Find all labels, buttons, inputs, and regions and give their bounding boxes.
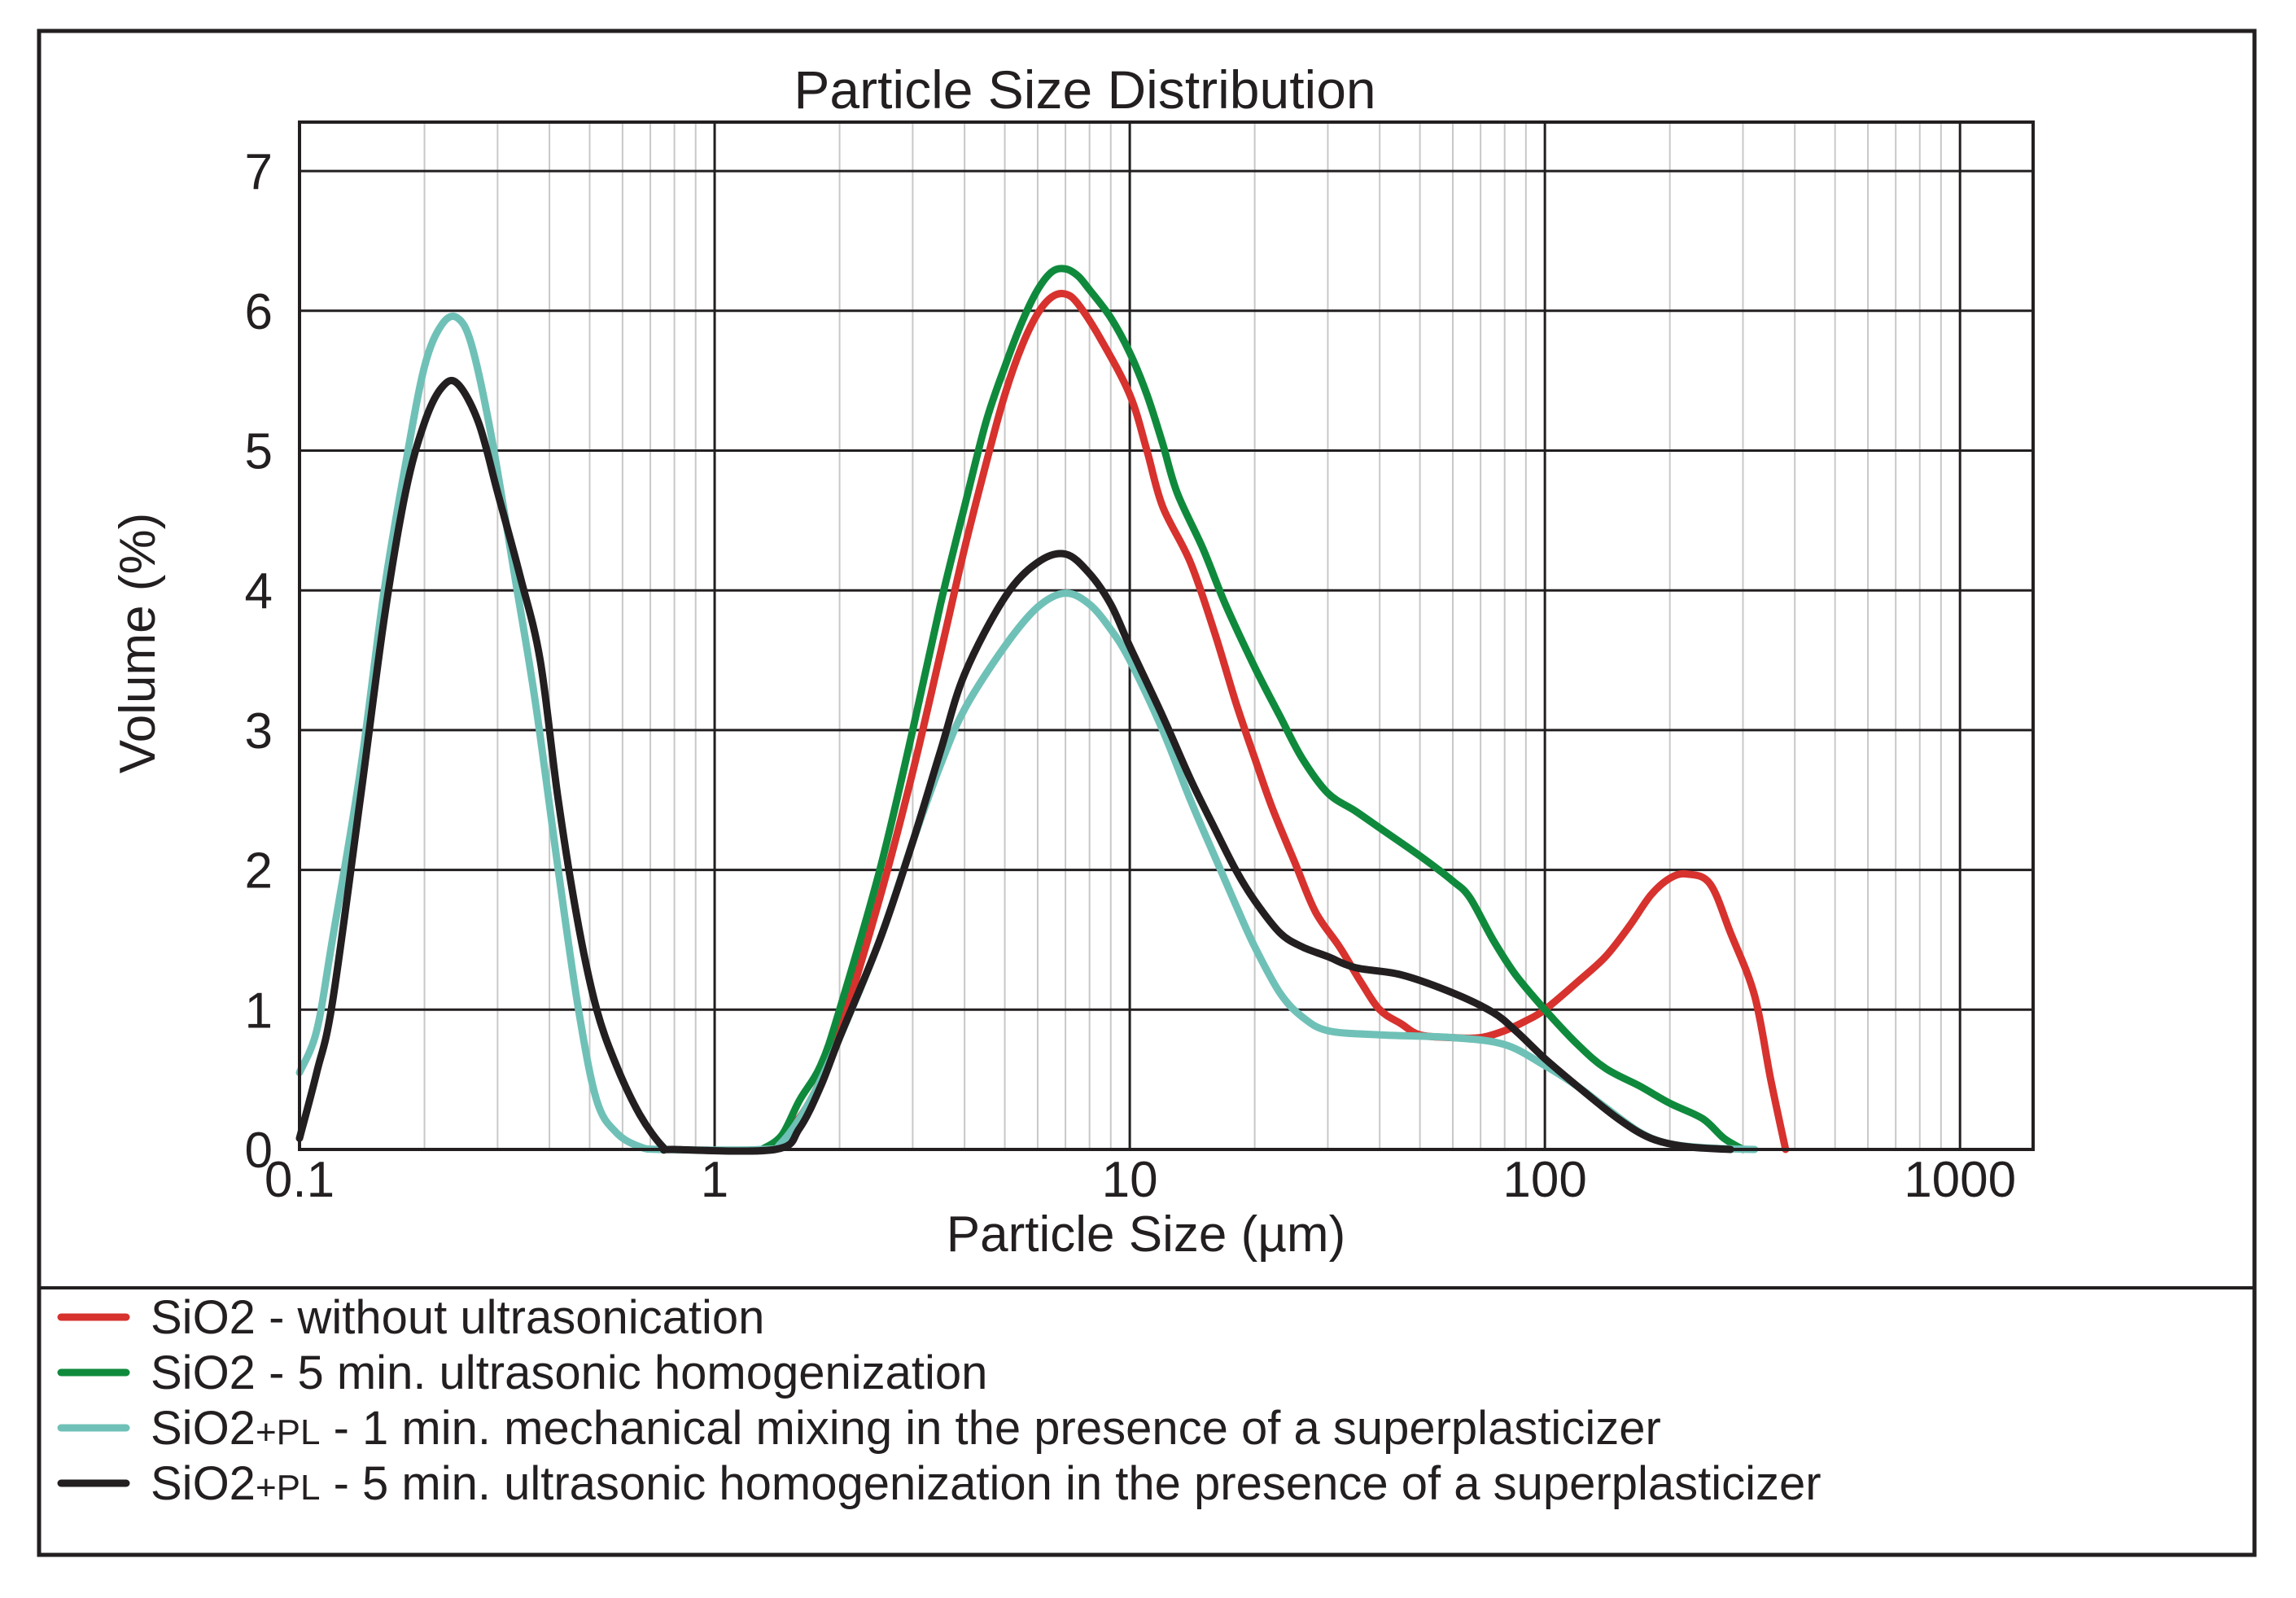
- x-tick-label: 10: [1102, 1152, 1158, 1208]
- legend-label: SiO2+PL - 5 min. ultrasonic homogenizati…: [151, 1457, 1821, 1510]
- legend-item: SiO2+PL - 1 min. mechanical mixing in th…: [57, 1402, 1661, 1455]
- y-axis-ticks: 0 1 2 3 4 5 6 7: [245, 144, 273, 1179]
- y-tick-label: 6: [245, 284, 273, 340]
- legend-item: SiO2 - without ultrasonication: [57, 1291, 764, 1344]
- x-tick-label: 100: [1502, 1152, 1586, 1208]
- chart-title: Particle Size Distribution: [794, 59, 1375, 120]
- y-tick-label: 0: [245, 1123, 273, 1179]
- x-axis-ticks: 0.1 1 10 100 1000: [265, 1152, 2016, 1208]
- series-line: [758, 265, 1747, 1154]
- y-tick-label: 4: [245, 563, 273, 619]
- legend-label: SiO2 - 5 min. ultrasonic homogenization: [151, 1346, 987, 1399]
- plot-area-frame: [298, 120, 2035, 1151]
- legend-item: SiO2 - 5 min. ultrasonic homogenization: [57, 1346, 987, 1399]
- series-line: [758, 290, 1790, 1154]
- y-tick-label: 2: [245, 843, 273, 900]
- y-tick-label: 7: [245, 144, 273, 200]
- legend-label: SiO2 - without ultrasonication: [151, 1291, 764, 1344]
- figure-frame: [37, 28, 2257, 1557]
- x-tick-label: 1: [701, 1152, 728, 1208]
- legend-item: SiO2+PL - 5 min. ultrasonic homogenizati…: [57, 1457, 1821, 1510]
- x-axis-label: Particle Size (µm): [947, 1206, 1345, 1263]
- y-axis-label: Volume (%): [110, 513, 166, 773]
- legend-label: SiO2+PL - 1 min. mechanical mixing in th…: [151, 1402, 1661, 1455]
- x-tick-label: 0.1: [265, 1152, 335, 1208]
- series-line: [295, 376, 1734, 1155]
- x-tick-label: 1000: [1904, 1152, 2016, 1208]
- y-tick-label: 5: [245, 423, 273, 479]
- y-tick-label: 3: [245, 703, 273, 760]
- series-lines: [295, 265, 1790, 1155]
- y-tick-label: 1: [245, 983, 273, 1039]
